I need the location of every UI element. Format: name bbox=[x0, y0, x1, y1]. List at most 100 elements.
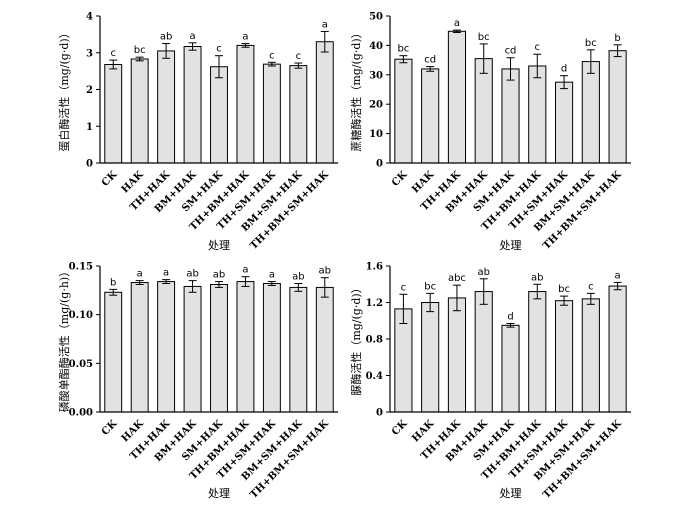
x-axis-title: 处理 bbox=[500, 239, 522, 252]
chart-panel-top-left: cCKbcHAKabTH+HAKaBM+HAKcSM+HAKaTH+BM+HAK… bbox=[57, 12, 338, 252]
y-axis-title: 蛋白酶活性（mg/(g·d)） bbox=[57, 27, 71, 151]
bar bbox=[528, 65, 547, 164]
x-axis-title: 处理 bbox=[208, 487, 230, 500]
y-tick-label: 2 bbox=[86, 85, 93, 96]
significance-label: a bbox=[454, 18, 460, 29]
bar bbox=[581, 298, 600, 413]
bar bbox=[608, 50, 627, 164]
significance-label: d bbox=[507, 311, 513, 322]
category-label: CK bbox=[390, 418, 410, 438]
significance-label: ab bbox=[213, 270, 225, 281]
bar bbox=[394, 308, 413, 413]
y-tick-label: 0 bbox=[376, 159, 383, 170]
bar bbox=[501, 68, 520, 164]
significance-label: a bbox=[163, 268, 169, 279]
y-tick-label: 1.2 bbox=[366, 298, 383, 309]
bar bbox=[421, 302, 440, 413]
y-tick-label: 0.15 bbox=[69, 262, 93, 273]
significance-label: c bbox=[269, 50, 275, 61]
bar bbox=[183, 46, 202, 164]
bar bbox=[421, 68, 440, 164]
y-tick-label: 3 bbox=[86, 48, 93, 59]
y-tick-label: 0.8 bbox=[366, 335, 383, 346]
bar bbox=[236, 281, 255, 413]
y-tick-label: 0.05 bbox=[69, 359, 93, 370]
y-tick-label: 1.6 bbox=[366, 262, 383, 273]
bar bbox=[474, 291, 493, 413]
y-tick-label: 20 bbox=[369, 100, 383, 111]
y-tick-label: 30 bbox=[369, 70, 383, 81]
significance-label: bc bbox=[585, 38, 597, 49]
y-axis-title: 磷酸单酯酶活性（mg/(g·h)） bbox=[57, 266, 71, 412]
bar bbox=[315, 286, 334, 413]
significance-label: ab bbox=[160, 32, 172, 43]
x-axis-title: 处理 bbox=[500, 487, 522, 500]
significance-label: ab bbox=[319, 266, 331, 277]
significance-label: c bbox=[535, 42, 541, 53]
significance-label: bc bbox=[134, 45, 146, 56]
significance-label: a bbox=[137, 269, 143, 280]
bar bbox=[528, 291, 547, 413]
significance-label: b bbox=[110, 277, 116, 288]
significance-label: c bbox=[588, 281, 594, 292]
y-axis-title: 脲酶活性（mg/(g·d)） bbox=[349, 282, 363, 395]
significance-label: bc bbox=[397, 44, 409, 55]
y-tick-label: 0.00 bbox=[69, 408, 93, 419]
chart-panel-top-right: bcCKcdHAKaTH+HAKbcBM+HAKcdSM+HAKcTH+BM+H… bbox=[349, 12, 631, 252]
bar bbox=[447, 297, 467, 413]
bar bbox=[289, 286, 308, 413]
bar bbox=[447, 30, 467, 164]
x-axis-title: 处理 bbox=[208, 239, 230, 252]
y-tick-label: 0.4 bbox=[366, 371, 383, 382]
significance-label: a bbox=[242, 32, 248, 43]
significance-label: abc bbox=[448, 273, 466, 284]
bar bbox=[315, 41, 334, 164]
category-label: CK bbox=[390, 169, 410, 189]
bar bbox=[104, 291, 123, 413]
significance-label: bc bbox=[424, 281, 436, 292]
significance-label: ab bbox=[477, 267, 489, 278]
significance-label: cd bbox=[505, 46, 517, 57]
y-tick-label: 40 bbox=[369, 41, 383, 52]
significance-label: a bbox=[242, 265, 248, 276]
bar bbox=[581, 61, 600, 164]
bar bbox=[501, 324, 520, 413]
bar bbox=[236, 44, 255, 164]
y-tick-label: 0 bbox=[376, 408, 383, 419]
significance-label: b bbox=[614, 33, 620, 44]
y-tick-label: 0 bbox=[86, 159, 93, 170]
category-label: CK bbox=[100, 169, 120, 189]
bar bbox=[289, 65, 308, 164]
bar bbox=[262, 63, 281, 164]
bar bbox=[130, 58, 149, 164]
bar bbox=[210, 66, 228, 164]
significance-label: a bbox=[269, 270, 275, 281]
category-label: CK bbox=[100, 418, 120, 438]
y-tick-label: 4 bbox=[86, 12, 93, 23]
bar bbox=[554, 81, 574, 164]
bar bbox=[262, 283, 281, 413]
significance-label: c bbox=[401, 282, 407, 293]
bar bbox=[474, 58, 493, 164]
significance-label: bc bbox=[558, 284, 570, 295]
chart-panel-bottom-right: cCKbcHAKabcTH+HAKabBM+HAKdSM+HAKabTH+BM+… bbox=[349, 262, 631, 501]
significance-label: c bbox=[216, 44, 222, 55]
bar bbox=[183, 285, 202, 413]
bar bbox=[394, 58, 413, 164]
significance-label: ab bbox=[292, 272, 304, 283]
significance-label: a bbox=[322, 19, 328, 30]
y-tick-label: 10 bbox=[369, 129, 383, 140]
significance-label: d bbox=[561, 64, 567, 75]
bar bbox=[608, 285, 627, 413]
chart-panel-bottom-left: bCKaHAKaTH+HAKabBM+HAKabSM+HAKaTH+BM+HAK… bbox=[57, 262, 338, 501]
bar bbox=[157, 281, 176, 413]
significance-label: a bbox=[189, 31, 195, 42]
significance-label: a bbox=[615, 270, 621, 281]
y-tick-label: 50 bbox=[369, 12, 383, 23]
y-tick-label: 0.10 bbox=[69, 310, 93, 321]
bar bbox=[130, 282, 149, 413]
bar bbox=[210, 283, 228, 413]
significance-label: ab bbox=[186, 269, 198, 280]
significance-label: cd bbox=[424, 55, 436, 66]
